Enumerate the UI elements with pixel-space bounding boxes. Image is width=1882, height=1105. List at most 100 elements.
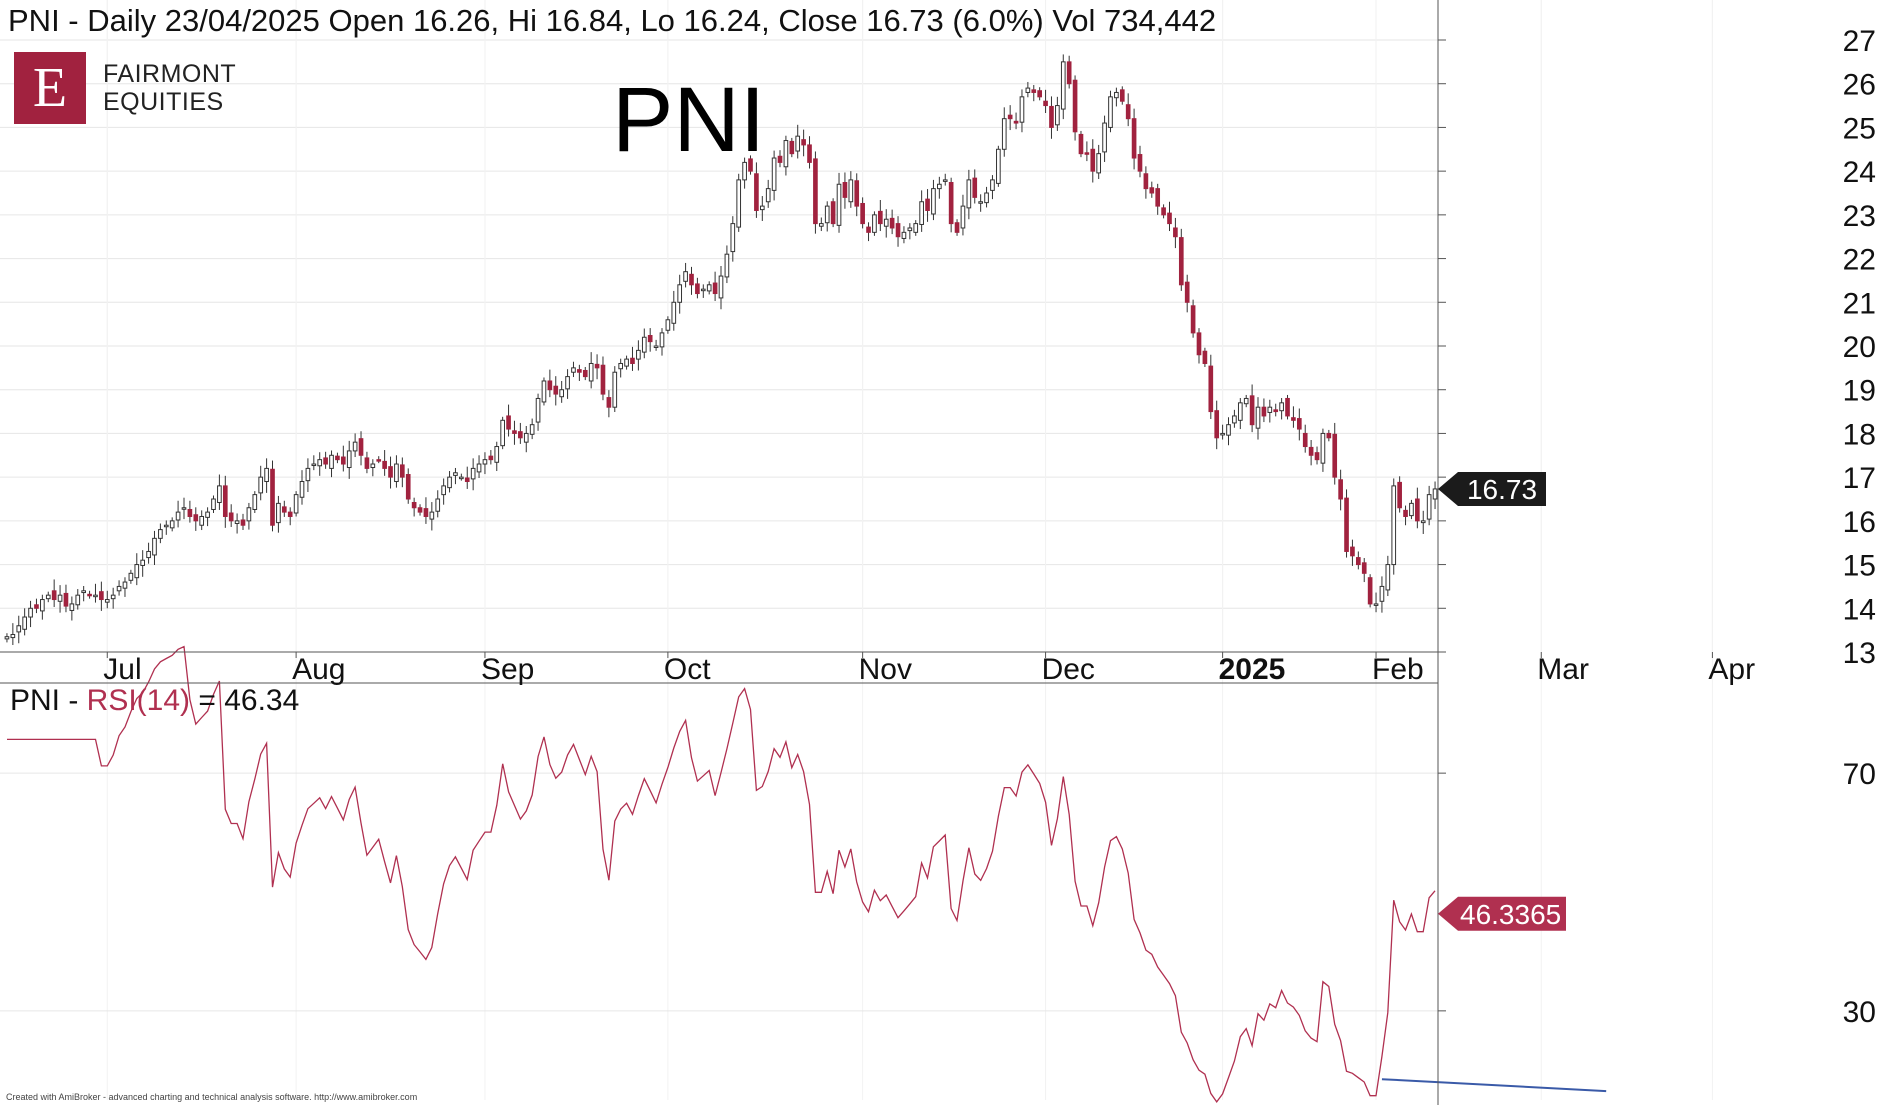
candle xyxy=(529,418,535,440)
candle-body xyxy=(742,161,747,181)
candle xyxy=(1291,406,1296,428)
candle-body xyxy=(1184,281,1190,303)
candle-body xyxy=(730,223,736,253)
candle-body xyxy=(801,139,806,146)
candle-body xyxy=(1432,488,1438,500)
candle xyxy=(1220,424,1225,440)
candle-body xyxy=(783,140,789,168)
candle-body xyxy=(211,498,216,510)
candle xyxy=(340,445,346,472)
candle-body xyxy=(523,432,529,443)
candle-body xyxy=(87,593,92,597)
candle xyxy=(358,431,364,466)
candle-body xyxy=(1214,410,1220,439)
candle xyxy=(588,352,594,389)
candle-body xyxy=(1131,118,1137,159)
candle xyxy=(470,458,476,491)
candle xyxy=(677,274,683,314)
candle xyxy=(895,216,901,247)
candle xyxy=(435,490,441,518)
candle-body xyxy=(813,158,818,225)
fairmont-logo-mark: E xyxy=(14,52,86,124)
candle xyxy=(459,473,464,481)
candle xyxy=(765,179,771,208)
candle xyxy=(22,608,27,636)
candle-body xyxy=(1361,562,1367,574)
candle-body xyxy=(712,282,718,295)
candle-body xyxy=(700,288,706,292)
candle-body xyxy=(518,431,523,439)
candle xyxy=(34,598,39,614)
candle-body xyxy=(1320,432,1326,464)
candle-body xyxy=(736,179,742,228)
candle xyxy=(1267,399,1273,423)
candle xyxy=(1096,144,1102,180)
candle xyxy=(423,497,429,524)
candle xyxy=(577,364,582,381)
candle xyxy=(748,155,753,175)
candle xyxy=(405,468,411,504)
candle xyxy=(913,220,919,236)
price-tick-label: 15 xyxy=(1843,550,1876,583)
candle-body xyxy=(754,173,759,211)
candle-body xyxy=(1415,498,1420,522)
candle-body xyxy=(1273,409,1279,413)
candle-body xyxy=(1031,89,1037,93)
candle-body xyxy=(972,177,978,198)
price-tick-label: 19 xyxy=(1843,375,1876,408)
candle-body xyxy=(405,474,411,500)
candle xyxy=(1285,394,1290,420)
candle-body xyxy=(671,301,677,324)
candle-body xyxy=(547,380,553,391)
candle-body xyxy=(901,231,907,239)
candle-body xyxy=(695,283,700,295)
candle-body xyxy=(1302,432,1308,448)
candle xyxy=(1403,505,1408,526)
candle xyxy=(1184,274,1190,313)
candle-body xyxy=(942,179,948,182)
candle-body xyxy=(99,591,104,601)
candle-body xyxy=(222,485,228,517)
candle xyxy=(795,124,801,159)
x-tick-label: 2025 xyxy=(1219,653,1286,686)
candle xyxy=(441,478,446,505)
candle xyxy=(990,175,995,200)
candle-body xyxy=(45,594,51,600)
last-price-tag xyxy=(1438,471,1546,506)
candle-body xyxy=(931,188,936,215)
candle-body xyxy=(340,456,346,465)
candle-body xyxy=(1285,397,1290,417)
candle xyxy=(1273,403,1279,417)
candle xyxy=(948,177,954,233)
candle-body xyxy=(883,218,889,227)
candle xyxy=(1090,139,1096,183)
candle-body xyxy=(706,284,712,292)
candle-body xyxy=(848,179,854,203)
candle-body xyxy=(1196,332,1202,356)
candle xyxy=(1320,428,1326,472)
candle xyxy=(1308,439,1314,466)
candle-body xyxy=(299,481,305,498)
candle xyxy=(848,171,854,208)
candle xyxy=(807,136,812,169)
candle-body xyxy=(1037,90,1042,98)
candle xyxy=(759,196,765,221)
candle xyxy=(1356,551,1361,570)
candle xyxy=(1072,75,1078,141)
candle-body xyxy=(470,467,476,480)
candle-body xyxy=(1391,485,1397,566)
candle-body xyxy=(789,140,795,155)
candle xyxy=(1025,81,1031,98)
candle xyxy=(1013,112,1019,130)
candle xyxy=(1125,93,1131,127)
last-price-label: 16.73 xyxy=(1467,474,1537,505)
candle xyxy=(1084,141,1090,162)
candle-body xyxy=(1055,105,1060,126)
candle-body xyxy=(659,332,665,348)
candle xyxy=(1037,87,1042,101)
candle-body xyxy=(394,463,399,483)
candle xyxy=(1279,398,1284,420)
x-tick-label: Sep xyxy=(481,653,534,686)
candle xyxy=(329,450,334,478)
candle-body xyxy=(1167,212,1172,225)
